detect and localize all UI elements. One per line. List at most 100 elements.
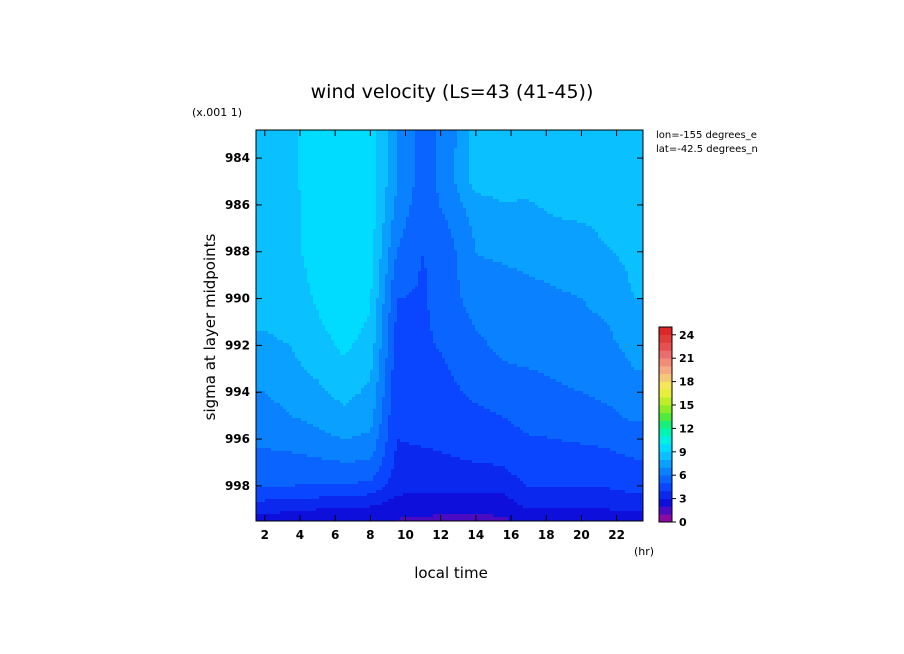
contour-cell xyxy=(499,196,503,200)
contour-cell xyxy=(298,139,302,143)
contour-cell xyxy=(289,178,293,182)
contour-cell xyxy=(586,139,590,143)
contour-cell xyxy=(334,172,338,176)
contour-cell xyxy=(307,244,311,248)
contour-cell xyxy=(562,208,566,212)
contour-cell xyxy=(361,238,365,242)
contour-cell xyxy=(349,220,353,224)
contour-cell xyxy=(349,214,353,218)
contour-cell xyxy=(562,202,566,206)
contour-cell xyxy=(571,157,575,161)
contour-cell xyxy=(526,235,530,239)
contour-cell xyxy=(385,130,389,134)
contour-cell xyxy=(592,196,596,200)
contour-cell xyxy=(331,217,335,221)
contour-cell xyxy=(397,169,401,173)
contour-cell xyxy=(385,160,389,164)
contour-cell xyxy=(625,196,629,200)
contour-cell xyxy=(442,157,446,161)
contour-cell xyxy=(622,148,626,152)
contour-cell xyxy=(607,223,611,227)
contour-cell xyxy=(436,163,440,167)
contour-cell xyxy=(550,151,554,155)
contour-cell xyxy=(379,163,383,167)
contour-cell xyxy=(337,241,341,245)
contour-cell xyxy=(478,181,482,185)
contour-cell xyxy=(376,223,380,227)
contour-cell xyxy=(340,130,344,134)
contour-cell xyxy=(544,199,548,203)
contour-cell xyxy=(385,133,389,137)
contour-cell xyxy=(421,208,425,212)
contour-cell xyxy=(499,139,503,143)
contour-cell xyxy=(586,157,590,161)
contour-cell xyxy=(391,172,395,176)
contour-cell xyxy=(301,232,305,236)
contour-cell xyxy=(532,208,536,212)
contour-cell xyxy=(283,175,287,179)
contour-cell xyxy=(553,202,557,206)
contour-cell xyxy=(553,142,557,146)
contour-cell xyxy=(628,205,632,209)
contour-cell xyxy=(550,232,554,236)
contour-cell xyxy=(316,169,320,173)
contour-cell xyxy=(517,166,521,170)
contour-cell xyxy=(322,175,326,179)
contour-cell xyxy=(574,229,578,233)
contour-cell xyxy=(442,145,446,149)
contour-cell xyxy=(550,184,554,188)
contour-cell xyxy=(571,226,575,230)
contour-cell xyxy=(343,154,347,158)
contour-cell xyxy=(277,130,281,134)
contour-cell xyxy=(382,217,386,221)
contour-cell xyxy=(556,202,560,206)
contour-cell xyxy=(397,235,401,239)
contour-cell xyxy=(541,229,545,233)
contour-cell xyxy=(277,232,281,236)
contour-cell xyxy=(316,190,320,194)
contour-cell xyxy=(637,130,641,134)
contour-cell xyxy=(334,202,338,206)
contour-cell xyxy=(640,238,644,242)
contour-cell xyxy=(316,187,320,191)
contour-cell xyxy=(526,220,530,224)
contour-cell xyxy=(409,154,413,158)
contour-cell xyxy=(331,181,335,185)
contour-cell xyxy=(484,169,488,173)
contour-cell xyxy=(547,175,551,179)
contour-cell xyxy=(292,148,296,152)
contour-cell xyxy=(487,220,491,224)
contour-cell xyxy=(565,235,569,239)
contour-cell xyxy=(442,178,446,182)
contour-cell xyxy=(376,211,380,215)
contour-cell xyxy=(301,238,305,242)
contour-cell xyxy=(370,190,374,194)
contour-cell xyxy=(337,193,341,197)
contour-cell xyxy=(544,196,548,200)
contour-cell xyxy=(406,157,410,161)
contour-cell xyxy=(340,232,344,236)
contour-cell xyxy=(352,205,356,209)
contour-cell xyxy=(619,169,623,173)
contour-cell xyxy=(472,238,476,242)
contour-cell xyxy=(370,139,374,143)
contour-cell xyxy=(274,175,278,179)
contour-cell xyxy=(277,235,281,239)
contour-cell xyxy=(613,169,617,173)
contour-cell xyxy=(538,175,542,179)
contour-cell xyxy=(301,139,305,143)
contour-cell xyxy=(391,163,395,167)
contour-cell xyxy=(520,214,524,218)
contour-cell xyxy=(490,175,494,179)
contour-cell xyxy=(361,208,365,212)
contour-cell xyxy=(634,142,638,146)
contour-cell xyxy=(547,229,551,233)
contour-cell xyxy=(520,229,524,233)
contour-cell xyxy=(403,184,407,188)
contour-cell xyxy=(328,154,332,158)
contour-cell xyxy=(466,223,470,227)
contour-cell xyxy=(499,223,503,227)
contour-cell xyxy=(370,241,374,245)
contour-cell xyxy=(523,166,527,170)
contour-cell xyxy=(508,211,512,215)
